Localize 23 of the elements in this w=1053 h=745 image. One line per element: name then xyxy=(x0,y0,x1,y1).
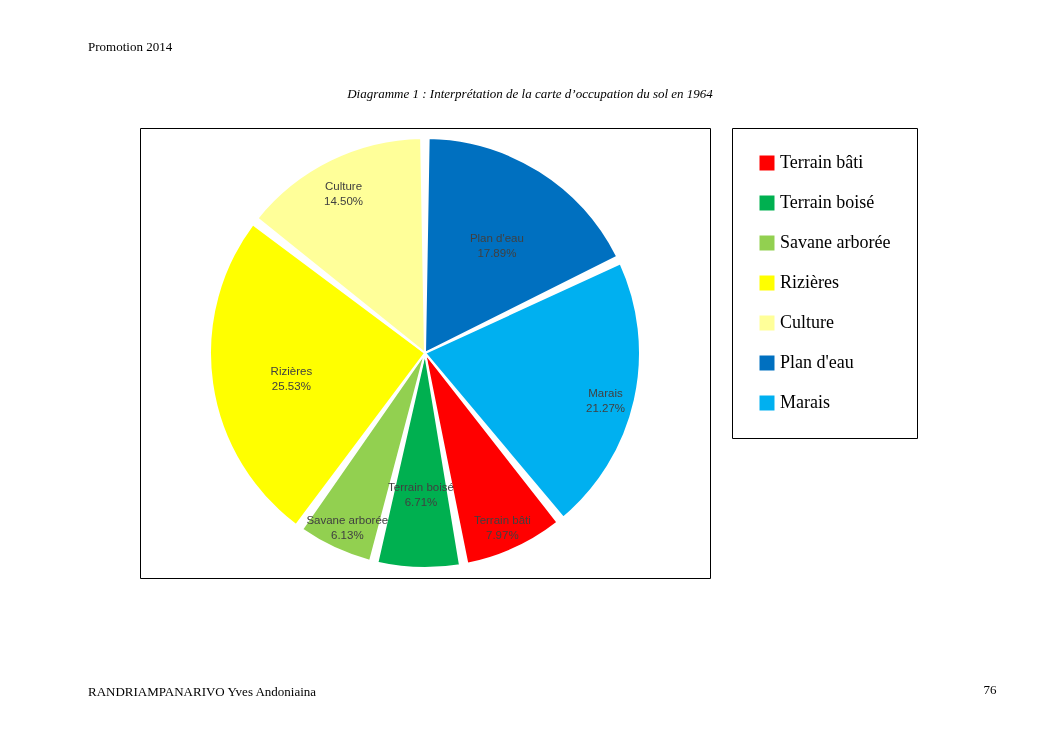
slice-label: Rizières xyxy=(270,365,313,378)
data-label: 6.71% xyxy=(404,495,438,508)
legend-label: Terrain bâti xyxy=(780,152,864,172)
data-label: 25.53% xyxy=(271,380,311,393)
text: Promotion 2014 xyxy=(88,39,173,54)
data-label: 14.50% xyxy=(324,194,364,207)
legend-label: Savane arborée xyxy=(780,232,891,252)
slice-label: Plan d'eau xyxy=(469,231,524,244)
legend-label: Plan d'eau xyxy=(780,352,854,372)
text: RANDRIAMPANARIVO Yves Andoniaina xyxy=(88,684,317,699)
slice-label: Culture xyxy=(324,179,363,192)
chart-title: Diagramme 1 : Interprétation de la carte d’occupation du sol en 1964 xyxy=(346,86,714,101)
data-label: 6.13% xyxy=(331,528,364,541)
text: 76 xyxy=(983,682,997,697)
legend-label: Terrain boisé xyxy=(780,192,875,212)
data-label: 7.97% xyxy=(486,529,519,542)
slice-label: Marais xyxy=(588,386,623,399)
legend-label: Culture xyxy=(780,312,834,332)
legend-label: Marais xyxy=(780,392,830,412)
data-label: 21.27% xyxy=(585,401,626,414)
slice-label: Terrain bâti xyxy=(473,514,531,527)
data-label: 17.89% xyxy=(477,246,517,259)
legend-label: Rizières xyxy=(780,272,839,292)
